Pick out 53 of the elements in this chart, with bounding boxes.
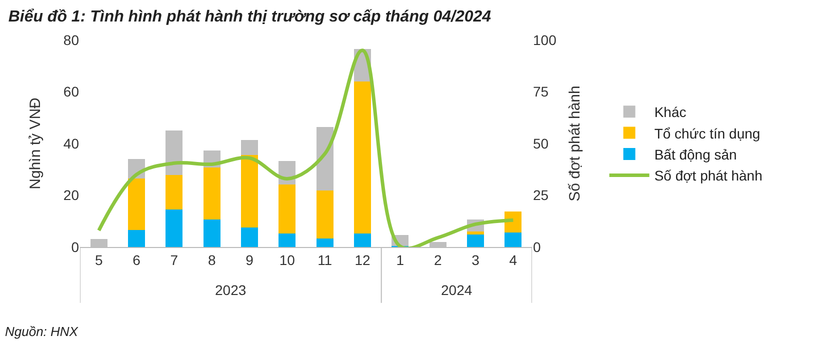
x-tick-label: 7 [170,252,178,268]
bar [467,234,484,247]
x-tick-label: 8 [208,252,216,268]
x-tick-label: 2 [434,252,442,268]
bar [504,211,522,233]
y-tick-label: 40 [63,135,80,152]
legend-label: Số đợt phát hành [654,168,762,184]
y-tick-label: 80 [63,32,80,48]
x-tick-label: 6 [132,252,141,268]
line-series [97,48,515,247]
x-tick-label: 12 [354,252,370,268]
y2-axis-title: Số đợt phát hành [566,86,584,202]
bar [128,178,145,230]
x-tick-label: 1 [396,252,404,268]
x-tick-label: 3 [472,252,480,268]
y-tick-label: 0 [71,238,80,255]
bar [316,190,334,238]
text: Nguồn: HNX [5,324,80,339]
bar [504,232,522,247]
bar [278,184,296,234]
bar [241,154,258,228]
y2-tick-label: 25 [533,187,549,204]
bar [203,167,220,220]
chart-title: Biểu đồ 1: Tình hình phát hành thị trường sơ cấp tháng 04/2024 [8,8,492,26]
legend-label: Tổ chức tín dụng [654,125,760,142]
text: 2023 [215,282,246,298]
bar [241,140,258,155]
x-tick-label: 9 [246,252,254,268]
y2-tick-label: 100 [533,32,557,48]
bar [128,230,145,247]
bar [354,82,371,234]
y2-tick-label: 75 [533,84,549,100]
bar [354,234,371,247]
legend-label: Khác [654,104,686,120]
y2-tick-label: 50 [533,135,549,152]
y2-tick-label: 0 [533,238,541,255]
bar [467,231,484,234]
x-tick-label: 11 [318,252,332,268]
bar [278,234,296,247]
bar [316,238,334,247]
y-tick-label: 60 [63,84,80,100]
y-axis-title: Nghìn tỷ VNĐ [27,97,44,190]
x-tick-label: 4 [509,252,518,268]
bar [166,174,183,210]
bar [166,130,183,175]
bar [241,228,258,247]
text: 2024 [441,282,472,298]
x-tick-label: 10 [279,252,296,268]
bar [166,210,183,247]
y-tick-label: 20 [63,187,80,204]
bar [203,219,220,247]
x-tick-label: 5 [94,252,103,268]
legend-label: Bất động sản [654,146,737,162]
